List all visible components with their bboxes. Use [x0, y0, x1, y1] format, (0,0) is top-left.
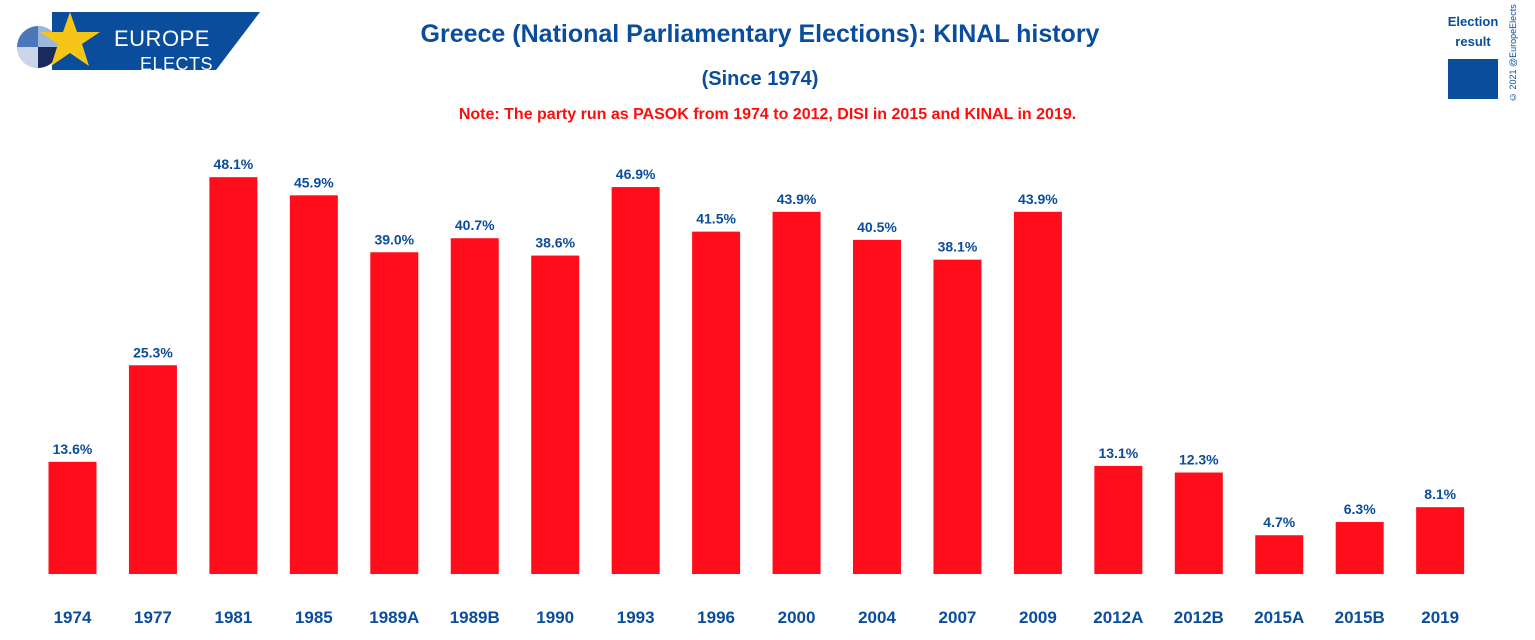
bar-1977 — [128, 365, 177, 574]
logo-text-europe: EUROPE — [114, 26, 210, 51]
chart-subtitle: (Since 1974) — [701, 68, 819, 90]
logo-circle-segment-3 — [17, 47, 38, 68]
chart-note: Note: The party run as PASOK from 1974 t… — [458, 106, 1077, 123]
bar-value-label-1989A: 39.0% — [374, 231, 414, 247]
bar-value-label-1996: 41.5% — [696, 211, 736, 227]
category-label-1981: 1981 — [214, 608, 252, 627]
bar-value-label-1985: 45.9% — [294, 174, 334, 190]
europe-elects-logo: EUROPE ELECTS — [12, 12, 262, 74]
category-label-2015A: 2015A — [1254, 608, 1304, 627]
bar-labels-group: 13.6% 25.3% 48.1% 45.9% 39.0% 40.7% 38.6% 46.9%… — [53, 156, 1457, 530]
bar-2015A — [1255, 535, 1304, 574]
category-label-1996: 1996 — [697, 608, 735, 627]
category-label-2009: 2009 — [1019, 608, 1057, 627]
bars-group — [48, 177, 1465, 575]
legend-swatch — [1448, 59, 1498, 99]
bar-1993 — [611, 187, 660, 574]
bar-1989A — [370, 252, 419, 574]
bar-value-label-2012B: 12.3% — [1179, 452, 1219, 468]
bar-1996 — [692, 231, 741, 574]
legend-label: Election result — [1447, 14, 1499, 49]
category-label-1993: 1993 — [617, 608, 655, 627]
bar-1974 — [48, 461, 97, 574]
bar-value-label-1989B: 40.7% — [455, 217, 495, 233]
category-labels-group: 1974 1977 1981 1985 1989A 1989B 1990 1993 1996 20… — [54, 608, 1459, 627]
bar-value-label-1974: 13.6% — [53, 441, 93, 457]
logo-circle-segment-2 — [38, 47, 59, 68]
bar-2000 — [772, 211, 821, 574]
logo-graphic — [17, 12, 260, 70]
chart-title: Greece (National Parliamentary Elections… — [420, 20, 1100, 48]
category-label-1989B: 1989B — [450, 608, 500, 627]
bar-2004 — [853, 239, 901, 574]
bar-2019 — [1416, 507, 1465, 574]
category-label-1985: 1985 — [295, 608, 333, 627]
logo-banner — [52, 12, 260, 70]
bar-value-label-2000: 43.9% — [777, 191, 817, 207]
category-label-2015B: 2015B — [1335, 608, 1385, 627]
category-label-2007: 2007 — [939, 608, 977, 627]
bar-value-label-1981: 48.1% — [214, 156, 254, 172]
bar-value-label-2009: 43.9% — [1018, 191, 1058, 207]
bar-2007 — [933, 259, 982, 574]
bar-2009 — [1013, 211, 1062, 574]
bar-value-label-2007: 38.1% — [938, 239, 978, 255]
bar-value-label-2015A: 4.7% — [1263, 514, 1295, 530]
category-label-2012A: 2012A — [1093, 608, 1143, 627]
category-label-1974: 1974 — [54, 608, 92, 627]
bar-2015B — [1335, 522, 1384, 574]
bar-value-label-2004: 40.5% — [857, 219, 897, 235]
bar-value-label-1990: 38.6% — [535, 235, 575, 251]
bar-1981 — [209, 177, 258, 575]
bar-1990 — [531, 255, 580, 575]
category-label-1990: 1990 — [536, 608, 574, 627]
category-label-2012B: 2012B — [1174, 608, 1224, 627]
star-icon — [40, 12, 100, 66]
bar-1985 — [289, 195, 338, 574]
category-label-1977: 1977 — [134, 608, 172, 627]
category-label-2019: 2019 — [1421, 608, 1459, 627]
bar-value-label-2019: 8.1% — [1424, 486, 1456, 502]
bar-2012B — [1174, 472, 1223, 574]
bar-value-label-2015B: 6.3% — [1344, 501, 1376, 517]
logo-text-elects: ELECTS — [140, 54, 214, 74]
bar-1989B — [450, 238, 499, 574]
category-label-2004: 2004 — [858, 608, 896, 627]
bar-value-label-1993: 46.9% — [616, 166, 656, 182]
bar-value-label-2012A: 13.1% — [1098, 445, 1138, 461]
bar-value-label-1977: 25.3% — [133, 344, 173, 360]
category-label-2000: 2000 — [778, 608, 816, 627]
bar-2012A — [1094, 465, 1143, 574]
category-label-1989A: 1989A — [369, 608, 419, 627]
